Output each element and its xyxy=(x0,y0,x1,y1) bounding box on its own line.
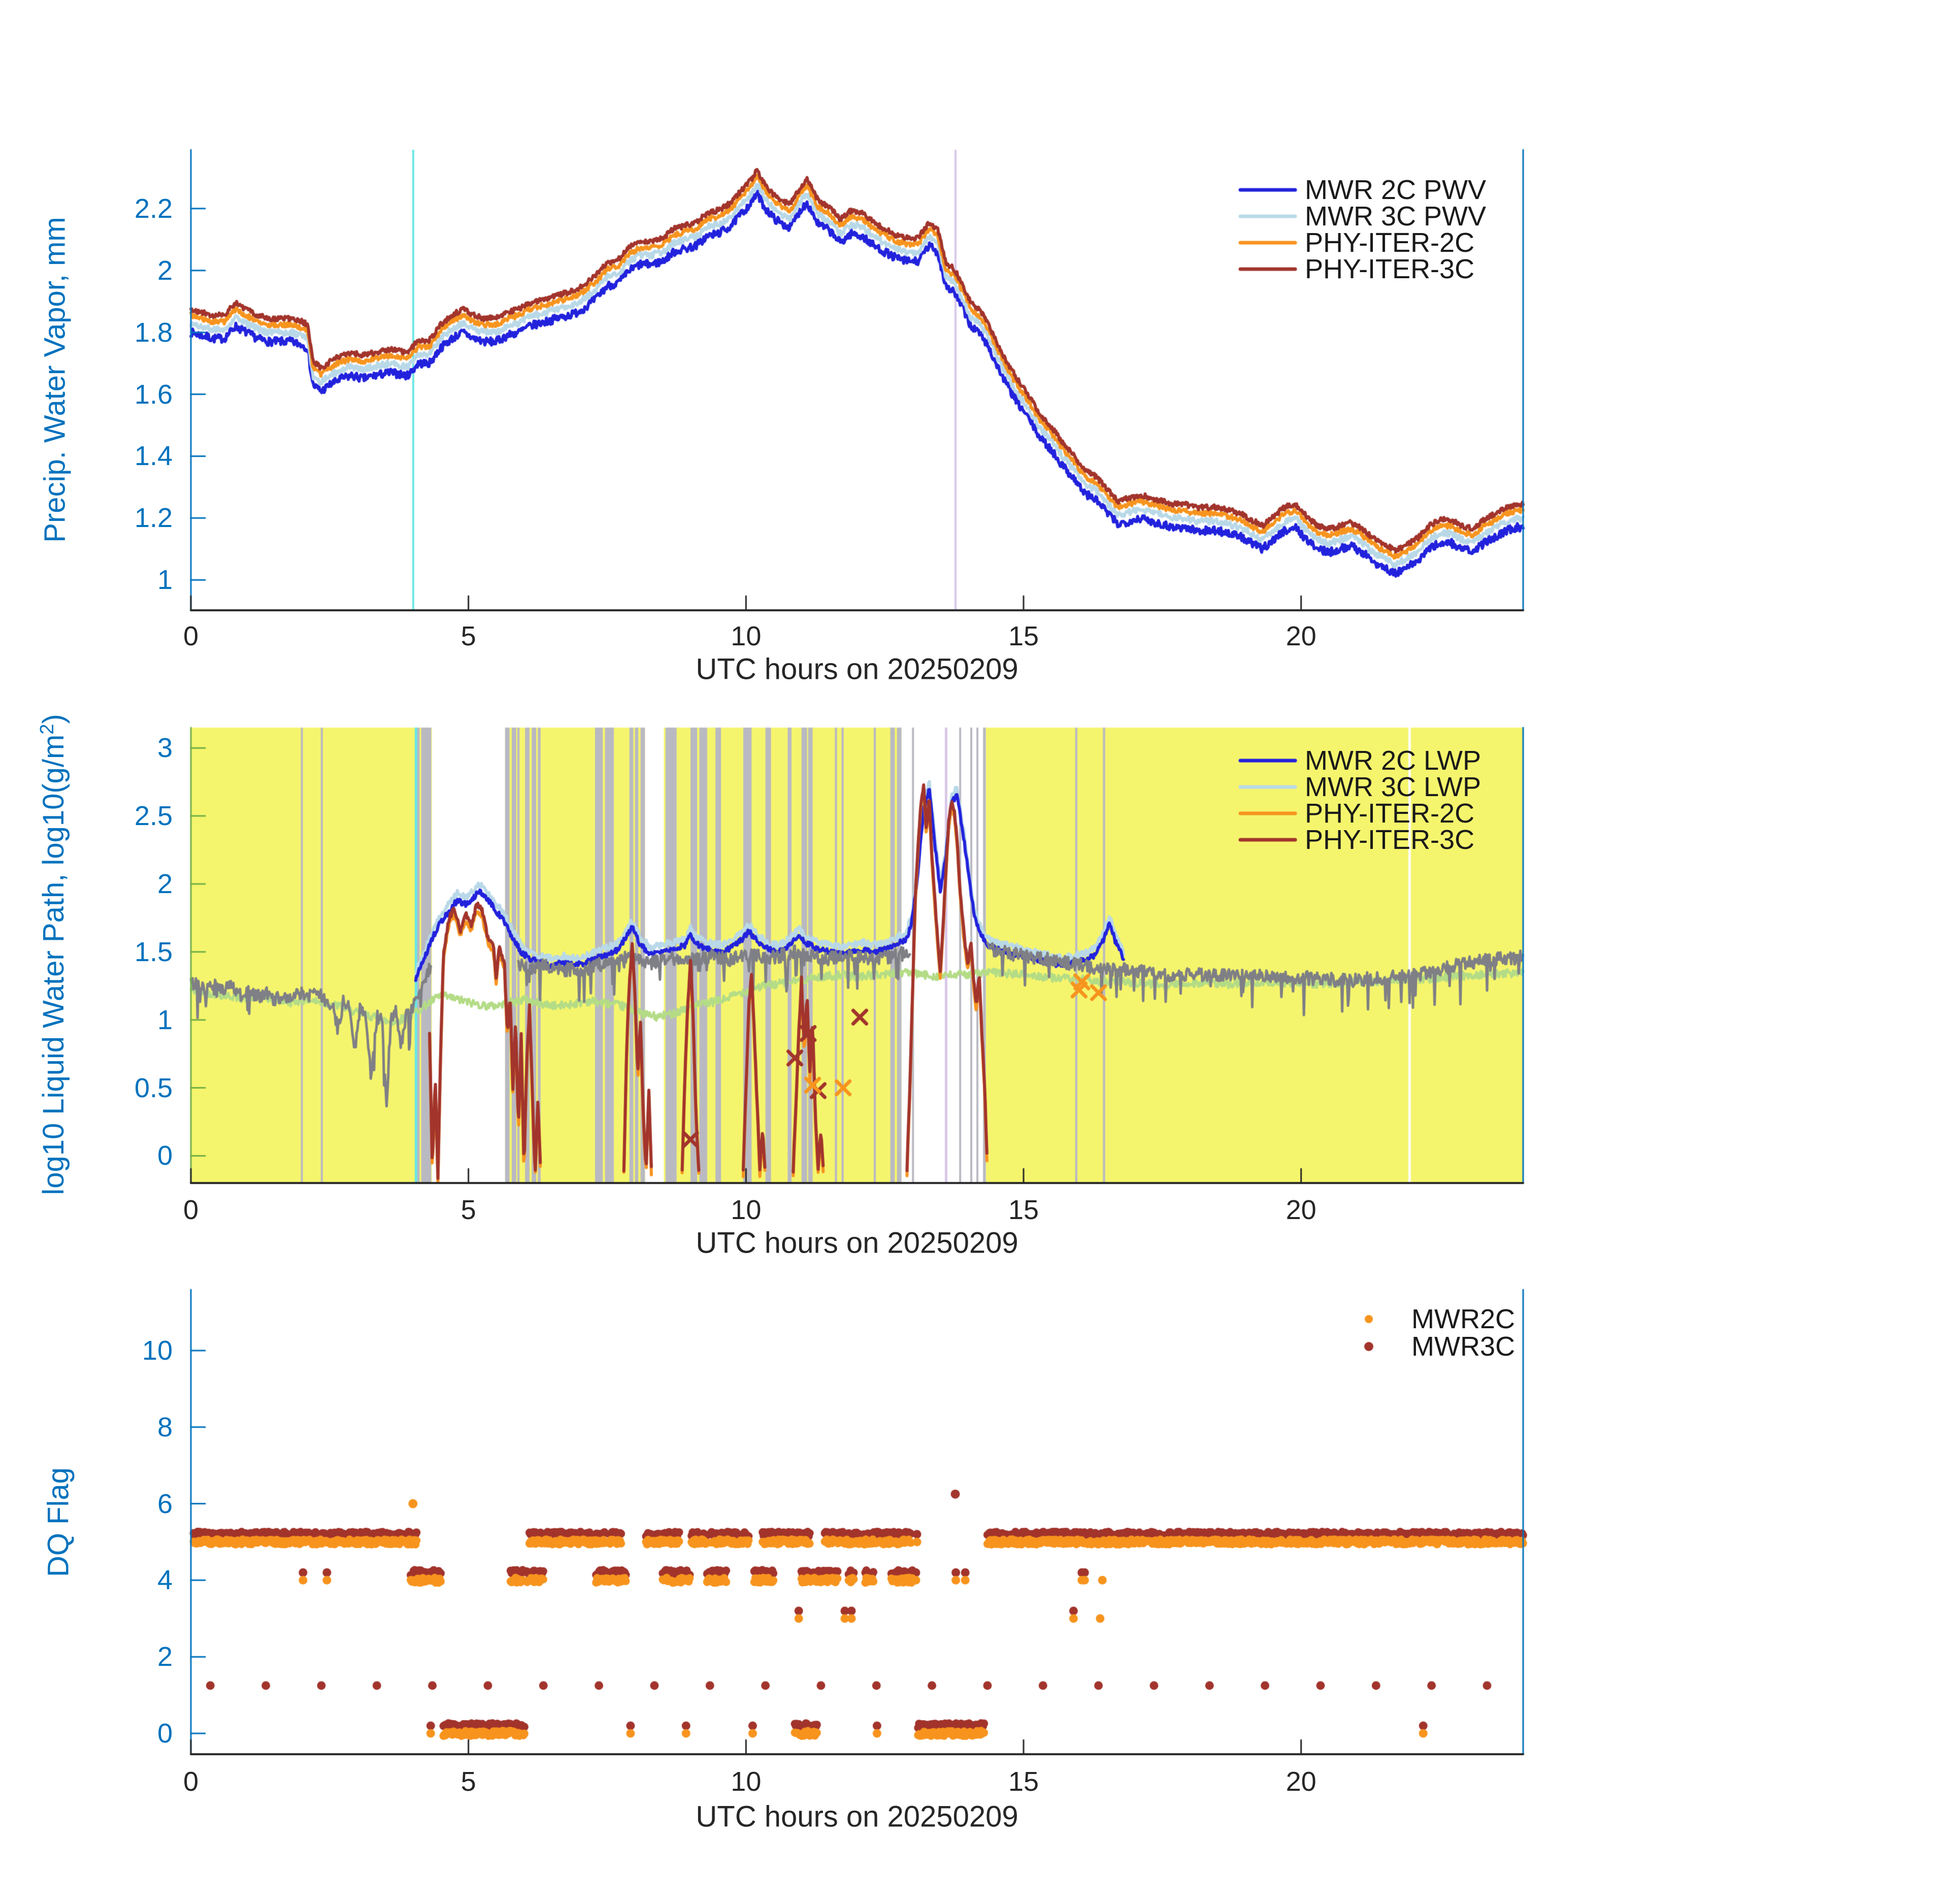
lwp-x-axis-label: UTC hours on 20250209 xyxy=(696,1226,1018,1260)
y-tick-label: 1.6 xyxy=(134,379,173,410)
lwp-legend-item-phyiter3c: PHY-ITER-3C xyxy=(1305,825,1475,855)
lwp-y-axis-label-close: ) xyxy=(37,714,71,724)
y-tick-label: 1 xyxy=(157,565,173,596)
y-tick-label: 1.2 xyxy=(134,503,173,534)
x-tick-label: 5 xyxy=(460,1195,476,1225)
y-tick-label: 3 xyxy=(157,733,173,764)
pwv-legend-item-mwr3c: MWR 3C PWV xyxy=(1305,201,1486,232)
y-tick-label: 1.4 xyxy=(134,441,173,472)
x-tick-label: 5 xyxy=(460,621,476,651)
y-tick-label: 0 xyxy=(157,1140,173,1171)
x-tick-label: 0 xyxy=(183,621,199,651)
y-tick-label: 1.5 xyxy=(134,936,173,967)
lwp-legend-item-mwr2c: MWR 2C LWP xyxy=(1305,745,1481,776)
pwv-legend-item-mwr2c: MWR 2C PWV xyxy=(1305,175,1486,205)
y-tick-label: 1.8 xyxy=(134,317,173,348)
x-tick-label: 20 xyxy=(1286,621,1316,651)
y-tick-label: 6 xyxy=(157,1488,173,1519)
y-tick-label: 0.5 xyxy=(134,1072,173,1103)
pwv-legend-item-phyiter3c: PHY-ITER-3C xyxy=(1305,254,1475,284)
y-tick-label: 2.5 xyxy=(134,801,173,832)
lwp-legend-item-mwr3c: MWR 3C LWP xyxy=(1305,772,1481,802)
dq-x-axis-label: UTC hours on 20250209 xyxy=(696,1800,1018,1833)
x-tick-label: 15 xyxy=(1008,1766,1039,1797)
y-tick-label: 2 xyxy=(157,1642,173,1672)
y-tick-label: 10 xyxy=(142,1335,173,1366)
lwp-legend-item-phyiter2c: PHY-ITER-2C xyxy=(1305,798,1475,829)
x-tick-label: 10 xyxy=(731,621,762,651)
y-tick-label: 2 xyxy=(157,255,173,286)
pwv-x-axis-label: UTC hours on 20250209 xyxy=(696,652,1018,686)
y-tick-label: 2.2 xyxy=(134,193,173,224)
x-tick-label: 5 xyxy=(460,1766,476,1797)
x-tick-label: 10 xyxy=(731,1766,762,1797)
y-tick-label: 4 xyxy=(157,1565,173,1596)
x-tick-label: 20 xyxy=(1286,1766,1316,1797)
dq-y-axis-label: DQ Flag xyxy=(42,1467,75,1577)
y-tick-label: 8 xyxy=(157,1411,173,1442)
x-tick-label: 0 xyxy=(183,1766,199,1797)
x-tick-label: 0 xyxy=(183,1195,199,1225)
y-tick-label: 1 xyxy=(157,1004,173,1035)
dq-legend-item-mwr3c: MWR3C xyxy=(1411,1331,1515,1362)
pwv-legend-item-phyiter2c: PHY-ITER-2C xyxy=(1305,227,1475,258)
y-tick-label: 2 xyxy=(157,868,173,899)
dq-legend-item-mwr2c: MWR2C xyxy=(1411,1304,1515,1334)
y-tick-label: 0 xyxy=(157,1718,173,1749)
x-tick-label: 10 xyxy=(731,1195,762,1225)
x-tick-label: 15 xyxy=(1008,621,1039,651)
x-tick-label: 20 xyxy=(1286,1195,1316,1225)
x-tick-label: 15 xyxy=(1008,1195,1039,1225)
